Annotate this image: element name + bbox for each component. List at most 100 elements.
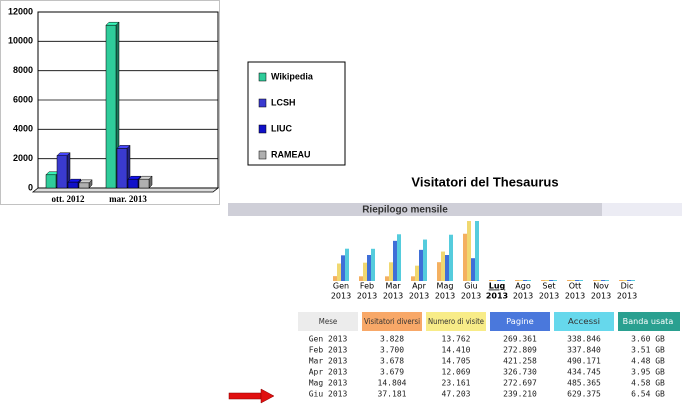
header-cell <box>554 312 614 331</box>
bar <box>367 254 371 281</box>
legend-swatch <box>258 98 267 108</box>
month-label: Ago <box>515 282 531 291</box>
bar <box>393 240 397 281</box>
bar <box>445 255 449 281</box>
bar <box>78 182 90 189</box>
y-tick-label: 4000 <box>13 124 33 134</box>
bar <box>389 262 393 281</box>
year-label: 2013 <box>383 292 403 301</box>
bar <box>337 263 341 281</box>
year-label: 2013 <box>357 292 377 301</box>
empty-bar <box>489 280 493 281</box>
bar <box>441 251 445 281</box>
year-label: 2013 <box>409 292 429 301</box>
bar <box>411 276 415 281</box>
table-cell: 269.361 <box>503 335 537 344</box>
empty-bar <box>597 280 601 281</box>
header-cell <box>618 312 680 331</box>
table-cell: 47.203 <box>442 390 471 399</box>
bar <box>397 234 401 281</box>
header-label: Banda usata <box>623 317 674 326</box>
table-cell: 14.804 <box>378 379 407 388</box>
empty-bar <box>601 280 605 281</box>
table-cell: 3.828 <box>380 335 404 344</box>
table-cell: 629.375 <box>567 390 601 399</box>
bar <box>345 248 349 281</box>
plot-floor <box>31 187 220 193</box>
month-label: Ott <box>569 282 582 291</box>
y-tick-label: 10000 <box>8 36 33 46</box>
empty-bar <box>515 280 519 281</box>
empty-bar <box>553 280 557 281</box>
month-label: Gen <box>333 282 349 291</box>
header-label: Numero di visite <box>428 317 484 326</box>
bar <box>467 221 471 281</box>
empty-bar <box>593 280 597 281</box>
y-tick-label: 2000 <box>13 153 33 163</box>
month-label: Mar <box>385 282 401 291</box>
table-cell: Mar 2013 <box>309 357 348 366</box>
month-label: Giu <box>464 282 478 291</box>
legend-swatch <box>258 150 267 160</box>
header-label: Mese <box>319 317 337 326</box>
empty-bar <box>575 280 579 281</box>
bar <box>341 255 345 281</box>
header-cell <box>426 312 486 331</box>
empty-bar <box>571 280 575 281</box>
empty-bar <box>493 280 497 281</box>
year-label: 2013 <box>461 292 481 301</box>
header-cell <box>298 312 358 331</box>
table-cell: 23.161 <box>442 379 471 388</box>
bar <box>67 181 79 189</box>
y-tick-label: 8000 <box>13 65 33 75</box>
table-cell: Apr 2013 <box>309 368 348 377</box>
month-label: Apr <box>412 282 427 291</box>
bar <box>363 262 367 281</box>
table-cell: 434.745 <box>567 368 601 377</box>
table-cell: 4.58 GB <box>631 379 665 388</box>
table-cell: Mag 2013 <box>309 379 348 388</box>
year-label: 2013 <box>591 292 611 301</box>
table-cell: 338.846 <box>567 335 601 344</box>
year-label: 2013 <box>331 292 351 301</box>
stats-subtitle: Riepilogo mensile <box>362 205 448 216</box>
header-label: Visitatori diversi <box>364 317 420 326</box>
bar <box>437 262 441 281</box>
month-label: Nov <box>593 282 609 291</box>
empty-bar <box>623 280 627 281</box>
month-label: Set <box>542 282 555 291</box>
bar <box>127 178 139 189</box>
header-cell <box>490 312 550 331</box>
y-tick-label: 0 <box>28 182 33 192</box>
red-arrow <box>228 388 275 404</box>
empty-bar <box>627 280 631 281</box>
bar <box>359 276 363 281</box>
bar <box>45 174 57 189</box>
table-cell: 14.705 <box>442 357 471 366</box>
table-cell: Giu 2013 <box>309 390 348 399</box>
year-label: 2013 <box>435 292 455 301</box>
table-cell: 490.171 <box>567 357 601 366</box>
empty-bar <box>579 280 583 281</box>
table-cell: 337.840 <box>567 346 601 355</box>
month-label: Mag <box>437 282 454 291</box>
table-cell: 3.700 <box>380 346 404 355</box>
empty-bar <box>541 280 545 281</box>
bar <box>419 249 423 281</box>
bar <box>385 276 389 281</box>
bar <box>475 221 479 281</box>
table-cell: Gen 2013 <box>309 335 348 344</box>
y-tick-label: 6000 <box>13 94 33 104</box>
empty-bar <box>605 280 609 281</box>
summary-bar-end <box>602 203 682 216</box>
table-cell: 3.679 <box>380 368 404 377</box>
table-cell: 326.730 <box>503 368 537 377</box>
table-cell: 3.95 GB <box>631 368 665 377</box>
table-cell: 272.697 <box>503 379 537 388</box>
empty-bar <box>519 280 523 281</box>
month-label: Feb <box>360 282 374 291</box>
bar <box>138 178 150 189</box>
bar <box>116 148 128 189</box>
table-cell: 37.181 <box>378 390 407 399</box>
